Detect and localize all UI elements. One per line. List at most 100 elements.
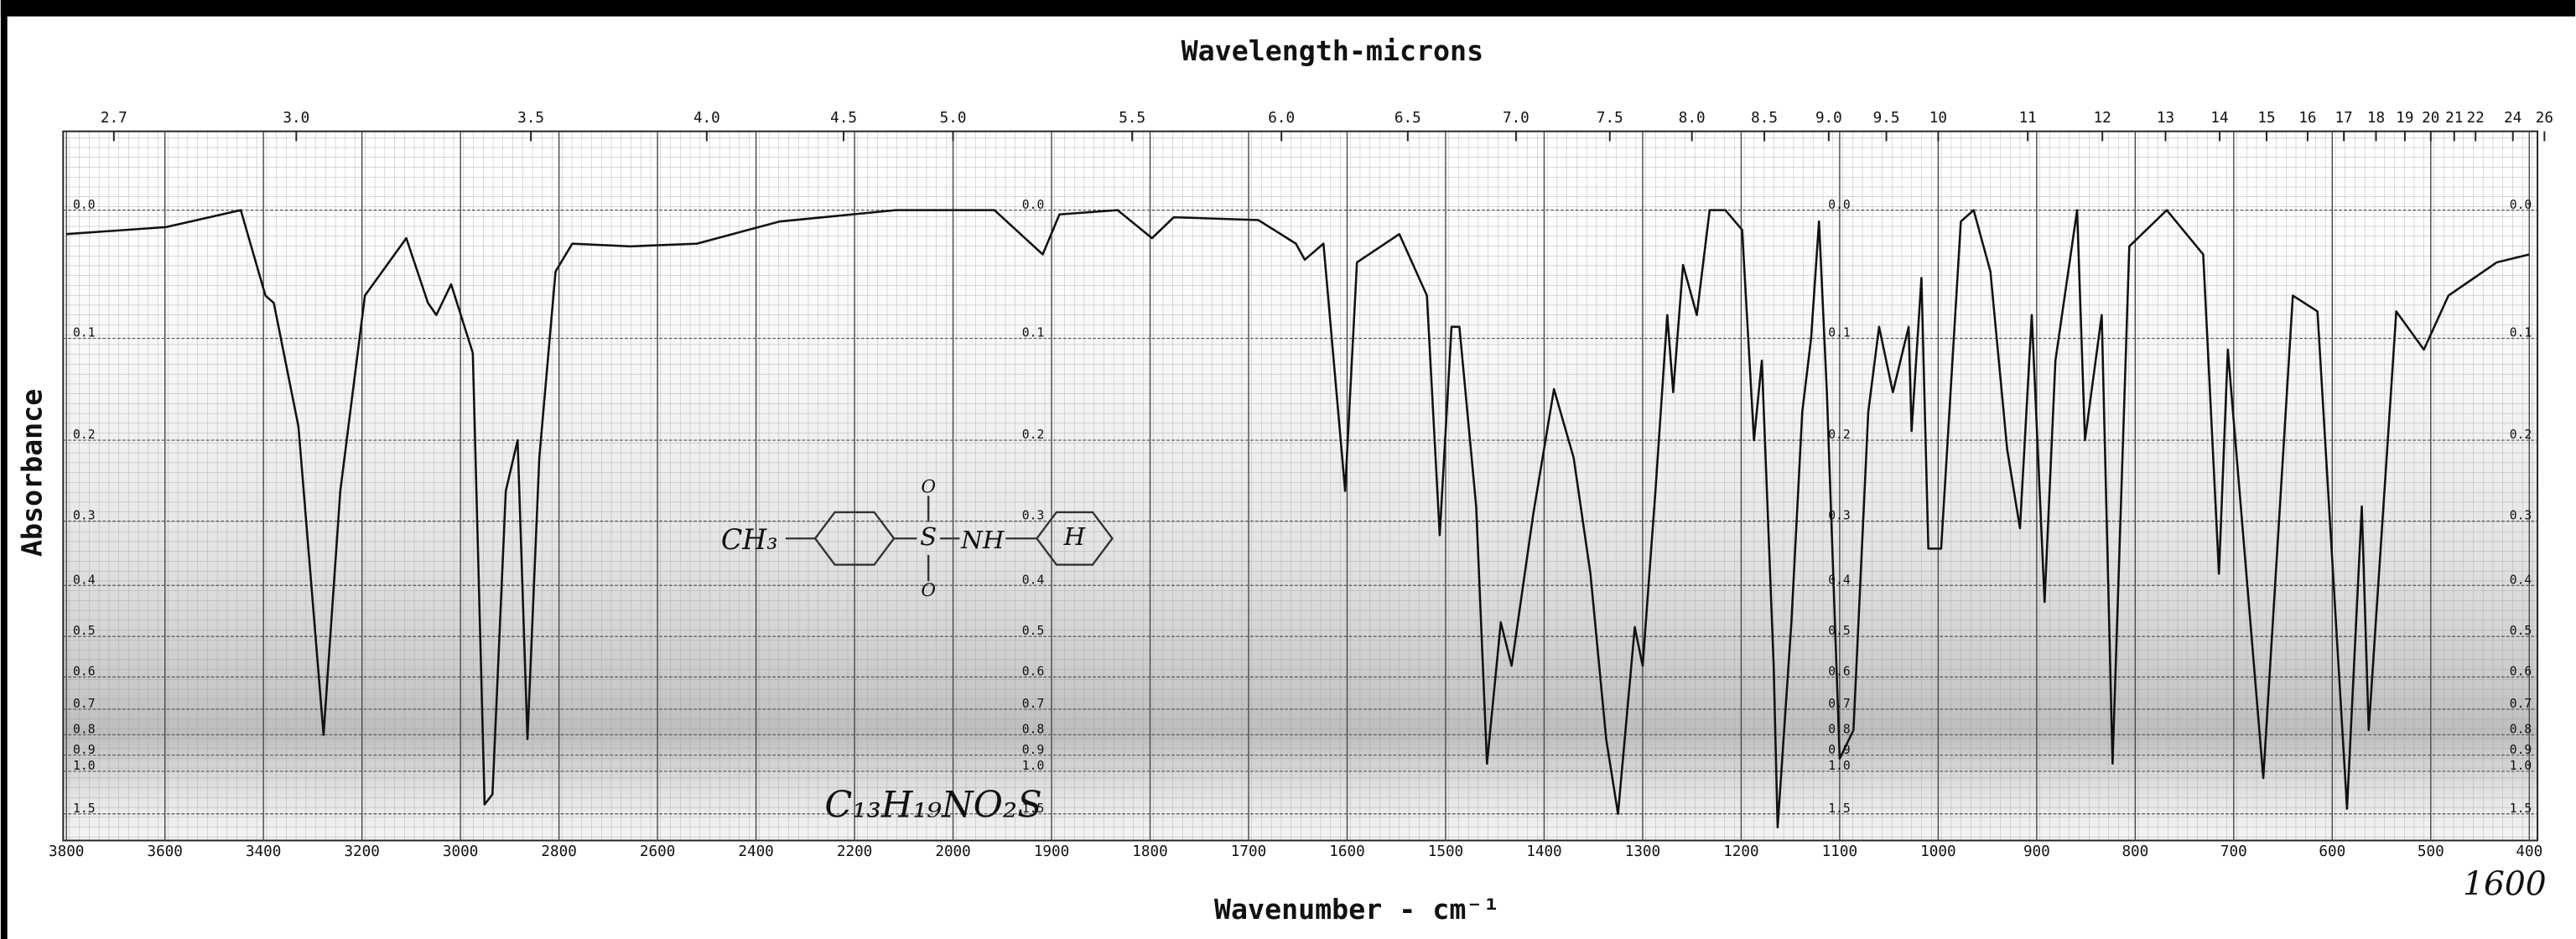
x-tick-label: 900 [2023,843,2050,860]
x-tick-label: 1900 [1034,843,1069,860]
x2-tick-label: 17 [2335,110,2353,127]
y-tick-label: 0.9 [2510,743,2532,757]
x-tick-label: 700 [2220,843,2247,860]
y-tick-label: 0.1 [1022,326,1045,340]
x2-tick-label: 3.0 [283,110,309,127]
y-tick-label: 0.4 [73,573,96,587]
y-tick-label: 0.3 [1828,509,1851,523]
x-tick-label: 600 [2319,843,2345,860]
y-tick-label: 0.6 [1828,665,1851,679]
y-tick-label: 0.4 [1022,573,1045,587]
x2-tick-label: 24 [2504,110,2521,127]
y-tick-label: 1.5 [2510,802,2532,816]
y-tick-label: 1.5 [73,802,96,816]
structure-label: NH [960,526,1005,554]
y-tick-label: 0.2 [73,428,96,442]
x-tick-label: 1000 [1920,843,1955,860]
x-tick-label: 3600 [147,843,182,860]
y-tick-label: 0.3 [1022,509,1045,523]
x-tick-label: 1700 [1231,843,1266,860]
y-tick-label: 0.3 [2510,509,2532,523]
y-tick-label: 0.2 [1022,428,1045,442]
scan-edge [0,0,2576,17]
y-tick-label: 0.4 [2510,573,2532,587]
x-tick-label: 2200 [837,843,872,860]
plot-frame [62,130,2539,842]
y-tick-label: 0.9 [73,743,96,757]
y-tick-label: 1.0 [1828,759,1851,773]
x2-tick-label: 13 [2157,110,2174,127]
x2-tick-label: 7.0 [1503,110,1530,127]
x2-tick-label: 12 [2094,110,2111,127]
x-tick-label: 800 [2122,843,2148,860]
x-tick-label: 400 [2516,843,2542,860]
y-tick-label: 0.9 [1022,743,1045,757]
x2-tick-label: 16 [2298,110,2316,127]
y-tick-label: 0.6 [73,665,96,679]
x-tick-label: 1600 [1329,843,1364,860]
scan-edge [0,0,8,939]
structure-label: CH₃ [721,523,778,556]
x2-tick-label: 5.0 [940,110,967,127]
x2-tick-label: 9.0 [1815,110,1842,127]
structure [785,495,1114,582]
y-tick-label: 0.7 [2510,697,2532,711]
y-tick-label: 1.5 [1022,802,1045,816]
x2-tick-label: 8.5 [1751,110,1778,127]
x2-tick-label: 6.5 [1394,110,1421,127]
x-tick-label: 3800 [49,843,84,860]
y-tick-label: 0.7 [73,697,96,711]
y-tick-label: 0.6 [2510,665,2532,679]
formula: C₁₃H₁₉NO₂S [824,784,1041,826]
y-tick-label: 0.8 [2510,723,2532,737]
x2-tick-label: 4.0 [693,110,720,127]
x2-tick-label: 6.0 [1268,110,1295,127]
x2-tick-label: 4.5 [830,110,857,127]
y-tick-label: 0.7 [1022,697,1045,711]
y-tick-label: 0.1 [2510,326,2532,340]
y-tick-label: 0.7 [1828,697,1851,711]
x2-tick-label: 10 [1929,110,1947,127]
x-tick-label: 1800 [1132,843,1167,860]
y-tick-label: 0.3 [73,509,96,523]
y-tick-label: 0.2 [2510,428,2532,442]
x2-tick-label: 7.5 [1597,110,1623,127]
y-axis-label: Absorbance [16,389,49,557]
x2-tick-label: 5.5 [1119,110,1145,127]
x-tick-label: 1200 [1723,843,1758,860]
spectrum-line [66,209,2530,829]
y-tick-label: 0.0 [73,198,96,212]
x2-tick-label: 20 [2422,110,2439,127]
x2-tick-label: 22 [2467,110,2485,127]
x2-tick-label: 11 [2019,110,2037,127]
y-tick-label: 0.5 [2510,624,2532,638]
y-tick-label: 1.0 [73,759,96,773]
y-tick-label: 0.0 [1022,198,1045,212]
x-tick-label: 1500 [1428,843,1463,860]
chart-title: Wavelength-microns [1182,34,1484,67]
x-tick-label: 3400 [246,843,281,860]
x-tick-label: 3000 [443,843,478,860]
x-tick-label: 2000 [935,843,970,860]
x2-tick-label: 2.7 [101,110,127,127]
x2-tick-label: 21 [2445,110,2463,127]
y-tick-label: 0.2 [1828,428,1851,442]
x2-tick-label: 18 [2367,110,2385,127]
x2-tick-label: 26 [2536,110,2553,127]
structure-label: O [921,477,936,498]
x-tick-label: 1400 [1526,843,1561,860]
y-tick-label: 0.0 [1828,198,1851,212]
y-tick-label: 0.5 [1022,624,1045,638]
y-tick-label: 0.0 [2510,198,2532,212]
x-tick-label: 1100 [1822,843,1857,860]
x-tick-label: 1300 [1625,843,1660,860]
y-tick-label: 0.1 [73,326,96,340]
y-tick-label: 0.4 [1828,573,1851,587]
x2-tick-label: 19 [2396,110,2413,127]
handwritten-note: 1600 [2463,865,2547,903]
y-tick-label: 0.5 [73,624,96,638]
x2-tick-label: 15 [2257,110,2275,127]
x-tick-label: 2400 [738,843,773,860]
